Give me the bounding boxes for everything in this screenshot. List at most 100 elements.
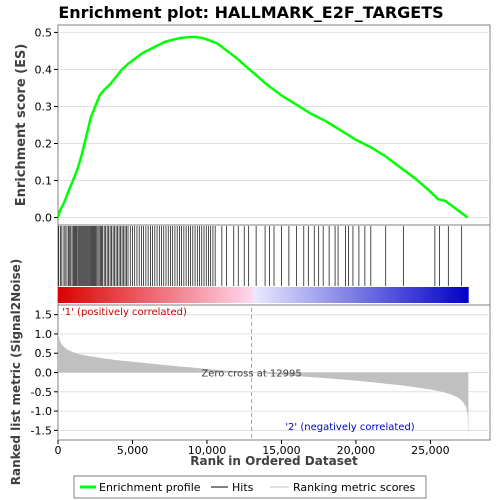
colorbar-segment xyxy=(270,287,274,303)
metric-y-tick-label: 0.5 xyxy=(35,347,53,360)
colorbar-segment xyxy=(85,287,90,303)
es-y-tick-label: 0.2 xyxy=(35,138,53,151)
es-y-tick-label: 0.0 xyxy=(35,212,53,225)
colorbar-segment xyxy=(393,287,397,303)
colorbar-segment xyxy=(140,287,144,303)
x-tick-label: 15,000 xyxy=(262,444,301,457)
colorbar-segment xyxy=(458,287,462,303)
colorbar-segment xyxy=(164,287,168,303)
colorbar-segment xyxy=(153,287,158,303)
colorbar-segment xyxy=(263,287,267,303)
chart-title: Enrichment plot: HALLMARK_E2F_TARGETS xyxy=(58,3,443,22)
colorbar-segment xyxy=(410,287,414,303)
colorbar-segment xyxy=(464,287,469,303)
x-tick-label: 5,000 xyxy=(117,444,149,457)
colorbar-segment xyxy=(215,287,220,303)
colorbar-segment xyxy=(116,287,120,303)
colorbar-segment xyxy=(441,287,445,303)
metric-y-tick-label: 1.5 xyxy=(35,309,53,322)
colorbar-segment xyxy=(191,287,196,303)
colorbar-segment xyxy=(136,287,141,303)
hit-markers xyxy=(58,226,463,286)
colorbar-segment xyxy=(396,287,401,303)
legend-label-enrichment-profile: Enrichment profile xyxy=(99,481,201,494)
colorbar-segment xyxy=(232,287,237,303)
colorbar-segment xyxy=(222,287,226,303)
colorbar-segment xyxy=(81,287,86,303)
colorbar-segment xyxy=(177,287,182,303)
colorbar-segment xyxy=(64,287,69,303)
colorbar-segment xyxy=(352,287,356,303)
es-y-axis: 0.0 0.1 0.2 0.3 0.4 0.5 xyxy=(35,26,58,225)
colorbar-segment xyxy=(280,287,285,303)
colorbar-segment xyxy=(174,287,178,303)
es-y-tick-label: 0.3 xyxy=(35,100,53,113)
colorbar-segment xyxy=(454,287,459,303)
legend-frame xyxy=(73,475,427,499)
colorbar-segment xyxy=(423,287,428,303)
es-gridlines xyxy=(58,31,490,219)
colorbar-segment xyxy=(167,287,172,303)
colorbar-segment xyxy=(246,287,250,303)
colorbar-segment xyxy=(187,287,192,303)
colorbar-segment xyxy=(95,287,100,303)
colorbar-segment xyxy=(184,287,189,303)
colorbar-segment xyxy=(198,287,202,303)
metric-x-axis: 0 5,000 10,000 15,000 20,000 25,000 xyxy=(55,440,450,457)
colorbar-segment xyxy=(249,287,254,303)
colorbar-segment xyxy=(259,287,264,303)
x-tick-label: 10,000 xyxy=(188,444,227,457)
colorbar-segment xyxy=(105,287,110,303)
colorbar-segment xyxy=(348,287,353,303)
colorbar-segment xyxy=(88,287,93,303)
es-y-axis-label: Enrichment score (ES) xyxy=(14,44,29,207)
es-y-tick-label: 0.5 xyxy=(35,26,53,39)
metric-y-tick-label: -1.5 xyxy=(31,424,52,437)
colorbar-segment xyxy=(75,287,79,303)
colorbar-segment xyxy=(297,287,302,303)
colorbar-segment xyxy=(252,287,257,303)
legend: Enrichment profile Hits Ranking metric s… xyxy=(73,475,427,499)
colorbar-segment xyxy=(434,287,438,303)
colorbar-segment xyxy=(239,287,243,303)
colorbar-segment xyxy=(283,287,288,303)
colorbar-segment xyxy=(382,287,387,303)
x-tick-label: 20,000 xyxy=(337,444,376,457)
colorbar-segment xyxy=(61,287,66,303)
colorbar-segment xyxy=(229,287,233,303)
es-panel-frame xyxy=(57,24,491,226)
colorbar-segment xyxy=(208,287,213,303)
colorbar-segment xyxy=(112,287,117,303)
colorbar-segment xyxy=(225,287,230,303)
colorbar-segment xyxy=(444,287,449,303)
colorbar-segment xyxy=(324,287,329,303)
colorbar-segment xyxy=(358,287,363,303)
colorbar-segment xyxy=(205,287,209,303)
colorbar-segment xyxy=(218,287,223,303)
colorbar-segment xyxy=(146,287,151,303)
colorbar-segment xyxy=(386,287,391,303)
colorbar-segment xyxy=(447,287,452,303)
colorbar-segment xyxy=(150,287,155,303)
colorbar-segment xyxy=(430,287,435,303)
colorbar-segment xyxy=(314,287,319,303)
colorbar-segment xyxy=(160,287,165,303)
colorbar-segment xyxy=(71,287,76,303)
colorbar-segment xyxy=(290,287,295,303)
negative-correlation-label: '2' (negatively correlated) xyxy=(285,422,414,433)
colorbar-segment xyxy=(235,287,240,303)
colorbar-segment xyxy=(126,287,131,303)
colorbar-segment xyxy=(338,287,343,303)
colorbar-segment xyxy=(345,287,349,303)
colorbar-segment xyxy=(287,287,291,303)
legend-label-hits: Hits xyxy=(232,481,254,494)
colorbar-segment xyxy=(170,287,175,303)
colorbar-segment xyxy=(461,287,466,303)
colorbar-segment xyxy=(355,287,360,303)
colorbar-segment xyxy=(427,287,432,303)
metric-y-axis: -1.5 -1.0 -0.5 0.0 0.5 1.0 1.5 xyxy=(31,309,58,437)
colorbar-segment xyxy=(369,287,373,303)
metric-panel: Zero cross at 12995 '1' (positively corr… xyxy=(9,259,491,486)
metric-y-axis-label: Ranked list metric (Signal2Noise) xyxy=(9,259,23,486)
